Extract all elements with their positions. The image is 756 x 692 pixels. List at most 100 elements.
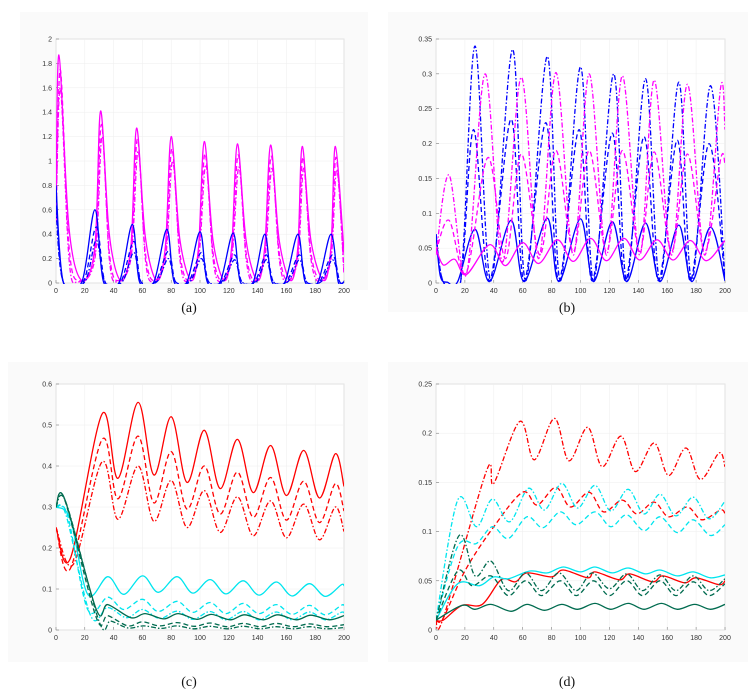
subplot-caption: (b) [559, 301, 576, 316]
x-tick-label: 180 [309, 635, 321, 642]
y-tick-label: 0.05 [418, 246, 432, 253]
series-line-dashdot-0 [436, 417, 725, 631]
subplot-b: 0 20 40 60 80 100 120 140 160 180 200 0 0.05 0.1 0.15 0… [388, 12, 748, 316]
x-tick-label: 160 [661, 288, 673, 295]
y-tick-label: 0.1 [42, 587, 52, 594]
x-tick-label: 160 [281, 635, 293, 642]
y-tick-label: 1.8 [42, 61, 52, 68]
series-line-solid-0 [56, 401, 344, 564]
series-line-dashdot-2 [56, 461, 344, 567]
y-tick-label: 1.2 [42, 134, 52, 141]
y-tick-label: 0.8 [42, 183, 52, 190]
series-line-solid-5 [436, 237, 725, 276]
y-tick-label: 0.05 [418, 578, 432, 585]
x-tick-label: 80 [548, 635, 556, 642]
y-tick-label: 0.25 [418, 106, 432, 113]
y-tick-label: 0.35 [418, 37, 432, 44]
x-tick-label: 140 [632, 288, 644, 295]
x-tick-label: 20 [81, 635, 89, 642]
subplot-caption: (a) [181, 301, 197, 316]
x-tick-label: 40 [490, 288, 498, 295]
y-tick-label: 0.2 [422, 431, 432, 438]
y-tick-label: 0.2 [422, 141, 432, 148]
x-tick-label: 140 [252, 635, 264, 642]
y-tick-label: 0 [428, 281, 432, 288]
x-tick-label: 0 [54, 288, 58, 295]
series-line-dashdot-6 [436, 534, 725, 621]
series-line-dashed-1 [56, 435, 344, 572]
x-tick-label: 100 [575, 288, 587, 295]
x-tick-label: 160 [281, 288, 293, 295]
subplot-a: 0 20 40 60 80 100 120 140 160 180 200 0 0.2 0.4 0.6 0.8… [20, 12, 368, 316]
y-tick-label: 1 [48, 159, 52, 166]
series-line-dashed-1 [56, 68, 344, 282]
series-line-solid-6 [56, 492, 344, 621]
series-line-dashed-4 [436, 149, 725, 275]
y-tick-label: 2 [48, 37, 52, 44]
x-tick-label: 100 [194, 635, 206, 642]
x-tick-label: 120 [223, 635, 235, 642]
y-tick-label: 0 [48, 281, 52, 288]
x-tick-label: 200 [719, 635, 731, 642]
series-line-solid-8 [436, 602, 725, 621]
series-line-dashdot-0 [436, 45, 725, 284]
x-tick-label: 0 [434, 635, 438, 642]
x-tick-label: 60 [139, 635, 147, 642]
x-tick-label: 40 [110, 635, 118, 642]
x-tick-label: 180 [690, 635, 702, 642]
y-tick-label: 0.3 [42, 505, 52, 512]
series-line-dashdot-3 [436, 482, 725, 621]
x-tick-label: 200 [338, 288, 350, 295]
x-tick-label: 180 [309, 288, 321, 295]
x-tick-label: 100 [194, 288, 206, 295]
subplot-c: 0 20 40 60 80 100 120 140 160 180 200 0 0.1 0.2 0.3 0.4… [8, 362, 368, 690]
x-tick-label: 0 [54, 635, 58, 642]
y-tick-label: 0.3 [422, 71, 432, 78]
x-tick-label: 200 [338, 635, 350, 642]
y-tick-label: 1.4 [42, 110, 52, 117]
y-tick-label: 0.15 [418, 176, 432, 183]
y-tick-label: 0.4 [42, 232, 52, 239]
x-tick-label: 60 [139, 288, 147, 295]
y-tick-label: 0.1 [422, 529, 432, 536]
x-tick-label: 20 [461, 635, 469, 642]
series-line-solid-2 [436, 569, 725, 622]
subplot-caption: (c) [181, 675, 197, 690]
series-line-solid-0 [56, 54, 344, 282]
subplot-d: 0 20 40 60 80 100 120 140 160 180 200 0 0.05 0.1 0.15 0… [388, 362, 748, 690]
series-line-dashed-1 [436, 118, 725, 284]
series-line-solid-3 [56, 506, 344, 598]
y-tick-label: 0.2 [42, 546, 52, 553]
x-tick-label: 200 [719, 288, 731, 295]
x-tick-label: 140 [632, 635, 644, 642]
series-line-dashdot-8 [56, 494, 344, 631]
series-line-dashed-7 [56, 492, 344, 628]
y-tick-label: 0.2 [42, 256, 52, 263]
series-line-dashed-4 [56, 504, 344, 616]
x-tick-label: 120 [604, 288, 616, 295]
x-tick-label: 80 [167, 288, 175, 295]
series-line-dashdot-3 [436, 71, 725, 277]
x-tick-label: 80 [548, 288, 556, 295]
x-tick-label: 0 [434, 288, 438, 295]
y-tick-label: 0.15 [418, 480, 432, 487]
y-tick-label: 0 [428, 628, 432, 635]
y-tick-label: 0.5 [42, 423, 52, 430]
x-tick-label: 20 [461, 288, 469, 295]
y-tick-label: 0 [48, 628, 52, 635]
x-tick-label: 60 [519, 288, 527, 295]
x-tick-label: 40 [490, 635, 498, 642]
x-tick-label: 160 [661, 635, 673, 642]
x-tick-label: 180 [690, 288, 702, 295]
y-tick-label: 0.6 [42, 382, 52, 389]
series-line-dashed-7 [436, 569, 725, 621]
x-tick-label: 60 [519, 635, 527, 642]
subplot-caption: (d) [559, 675, 576, 690]
x-tick-label: 120 [604, 635, 616, 642]
x-tick-label: 120 [223, 288, 235, 295]
y-tick-label: 0.25 [418, 382, 432, 389]
y-tick-label: 1.6 [42, 85, 52, 92]
x-tick-label: 100 [575, 635, 587, 642]
y-tick-label: 0.4 [42, 464, 52, 471]
